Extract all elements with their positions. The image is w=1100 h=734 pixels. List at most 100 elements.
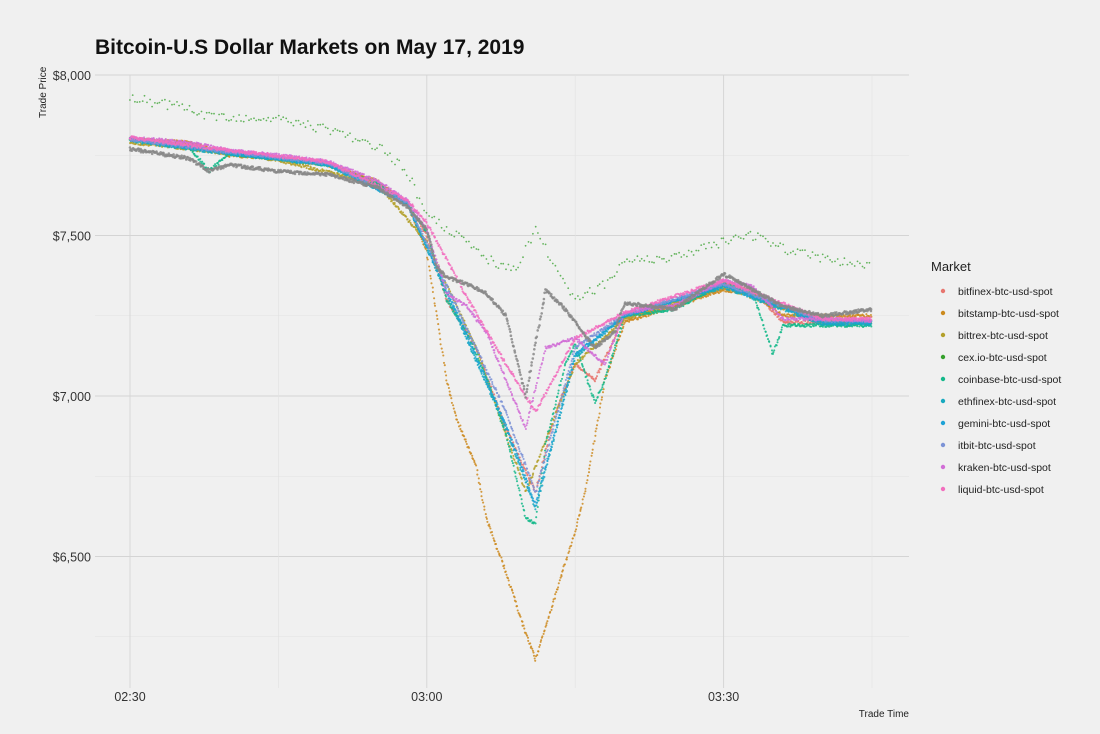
data-point <box>569 293 572 296</box>
data-point <box>660 310 663 314</box>
data-point <box>579 508 582 511</box>
data-point <box>338 130 341 133</box>
data-point <box>460 235 463 238</box>
data-point <box>843 257 846 260</box>
series-ethfinex-btc-usd-spot <box>129 138 873 511</box>
data-point <box>300 166 303 169</box>
data-point <box>543 629 546 632</box>
data-point <box>530 241 532 244</box>
data-point <box>605 373 608 376</box>
data-point <box>561 569 564 572</box>
data-point <box>755 301 758 304</box>
data-point <box>817 254 819 256</box>
data-point <box>462 236 465 239</box>
data-point <box>571 537 574 540</box>
data-point <box>283 161 286 164</box>
data-point <box>238 114 241 116</box>
data-point <box>602 388 605 391</box>
data-point <box>319 169 322 172</box>
data-point <box>583 354 586 357</box>
data-point <box>443 364 446 367</box>
data-point <box>510 456 513 459</box>
data-point <box>706 294 710 298</box>
data-point <box>416 196 418 199</box>
data-point <box>285 117 288 120</box>
data-point <box>559 384 562 387</box>
data-point <box>639 313 642 317</box>
data-point <box>598 406 602 409</box>
data-point <box>538 645 541 648</box>
data-point <box>400 210 403 213</box>
data-point <box>222 113 225 116</box>
data-point <box>509 450 512 453</box>
data-point <box>351 140 354 143</box>
data-point <box>431 286 434 289</box>
data-point <box>560 377 564 380</box>
data-point <box>517 266 519 269</box>
data-point <box>438 332 441 335</box>
data-point <box>787 325 790 328</box>
data-point <box>136 101 139 103</box>
data-point <box>265 119 268 122</box>
data-point <box>381 144 383 147</box>
data-point <box>762 235 764 238</box>
data-point <box>428 269 431 272</box>
data-point <box>514 471 517 474</box>
data-point <box>537 459 540 462</box>
data-point <box>536 505 539 509</box>
data-point <box>777 245 780 248</box>
data-point <box>518 456 521 459</box>
data-point <box>593 380 597 383</box>
data-point <box>464 335 467 338</box>
data-point <box>547 256 549 258</box>
data-point <box>514 600 517 603</box>
data-point <box>390 160 393 163</box>
data-point <box>214 163 217 166</box>
data-point <box>646 255 649 257</box>
data-point <box>431 216 433 219</box>
data-point <box>557 582 560 585</box>
data-point <box>550 608 553 611</box>
data-point <box>168 100 171 102</box>
data-point <box>435 314 438 317</box>
data-point <box>609 277 611 279</box>
data-point <box>181 103 184 106</box>
data-point <box>447 386 450 390</box>
data-point <box>455 315 458 318</box>
data-point <box>332 129 334 132</box>
data-point <box>442 354 445 357</box>
data-point <box>436 317 439 321</box>
data-point <box>599 368 602 371</box>
data-point <box>272 117 275 120</box>
data-point <box>445 379 448 382</box>
data-point <box>849 261 851 264</box>
data-point <box>423 209 425 212</box>
data-point <box>429 274 432 277</box>
data-point <box>588 467 591 470</box>
data-point <box>705 295 708 298</box>
data-point <box>513 596 516 599</box>
data-point <box>224 156 227 159</box>
data-point <box>520 477 523 480</box>
data-point <box>138 101 141 103</box>
data-point <box>589 388 592 391</box>
data-point <box>522 624 525 627</box>
data-point <box>525 471 528 474</box>
data-point <box>532 651 535 654</box>
data-point <box>554 399 558 403</box>
data-point <box>614 346 617 349</box>
data-point <box>526 634 529 637</box>
data-point <box>425 211 428 214</box>
data-point <box>591 292 594 295</box>
data-point <box>492 537 495 540</box>
data-point <box>507 579 510 582</box>
data-point <box>305 167 308 170</box>
data-point <box>421 227 424 231</box>
data-point <box>713 241 715 244</box>
grid <box>95 74 909 688</box>
data-point <box>826 255 829 258</box>
data-point <box>848 313 852 317</box>
data-point <box>168 146 171 149</box>
data-point <box>514 475 517 478</box>
data-point <box>567 551 570 555</box>
